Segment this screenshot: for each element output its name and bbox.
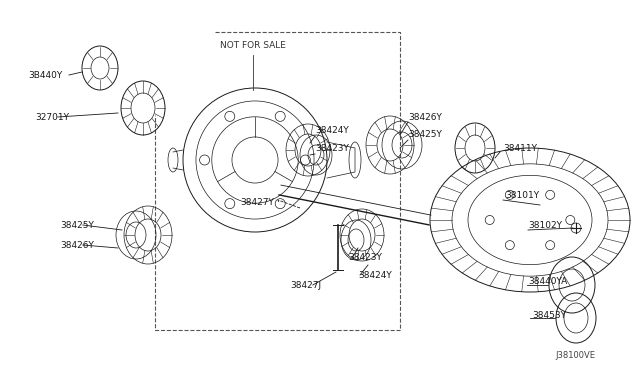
Text: 38453Y: 38453Y <box>532 311 566 320</box>
Text: 3B440Y: 3B440Y <box>28 71 62 80</box>
Text: 38427Y: 38427Y <box>240 198 274 206</box>
Text: 38102Y: 38102Y <box>528 221 562 230</box>
Text: 38423Y: 38423Y <box>315 144 349 153</box>
Text: NOT FOR SALE: NOT FOR SALE <box>220 41 286 49</box>
Text: 38426Y: 38426Y <box>60 241 94 250</box>
Text: 38425Y: 38425Y <box>60 221 94 230</box>
Text: 38440YA: 38440YA <box>528 278 567 286</box>
Text: 38427J: 38427J <box>290 280 321 289</box>
Text: 38424Y: 38424Y <box>358 270 392 279</box>
Text: J38100VE: J38100VE <box>555 350 595 359</box>
Text: 38101Y: 38101Y <box>505 190 539 199</box>
Text: 38411Y: 38411Y <box>503 144 537 153</box>
Text: 38425Y: 38425Y <box>408 129 442 138</box>
Text: 38423Y: 38423Y <box>348 253 382 263</box>
Text: 38424Y: 38424Y <box>315 125 349 135</box>
Text: 32701Y: 32701Y <box>35 112 69 122</box>
Text: 38426Y: 38426Y <box>408 112 442 122</box>
